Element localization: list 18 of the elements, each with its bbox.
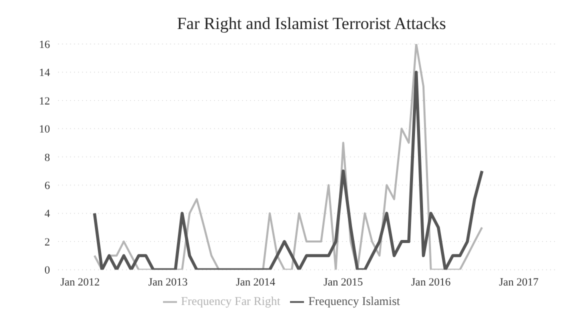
y-tick-label: 0 xyxy=(44,264,50,277)
y-tick-label: 16 xyxy=(39,38,50,51)
y-tick-label: 14 xyxy=(39,67,50,80)
x-tick-label: Jan 2016 xyxy=(411,276,452,289)
legend-label: Frequency Islamist xyxy=(308,294,400,308)
x-tick-label: Jan 2013 xyxy=(148,276,188,289)
y-tick-label: 4 xyxy=(44,208,50,220)
x-tick-label: Jan 2017 xyxy=(499,276,539,289)
x-tick-label: Jan 2012 xyxy=(60,276,100,289)
x-tick-label: Jan 2015 xyxy=(324,276,364,289)
chart-title: Far Right and Islamist Terrorist Attacks xyxy=(176,14,448,34)
y-tick-label: 8 xyxy=(44,152,50,164)
legend-label: Frequency Far Right xyxy=(181,294,280,308)
y-tick-label: 10 xyxy=(39,124,50,136)
y-tick-label: 6 xyxy=(44,180,50,192)
x-tick-label: Jan 2014 xyxy=(236,276,276,289)
y-tick-label: 2 xyxy=(44,236,50,248)
y-tick-label: 12 xyxy=(39,95,50,108)
